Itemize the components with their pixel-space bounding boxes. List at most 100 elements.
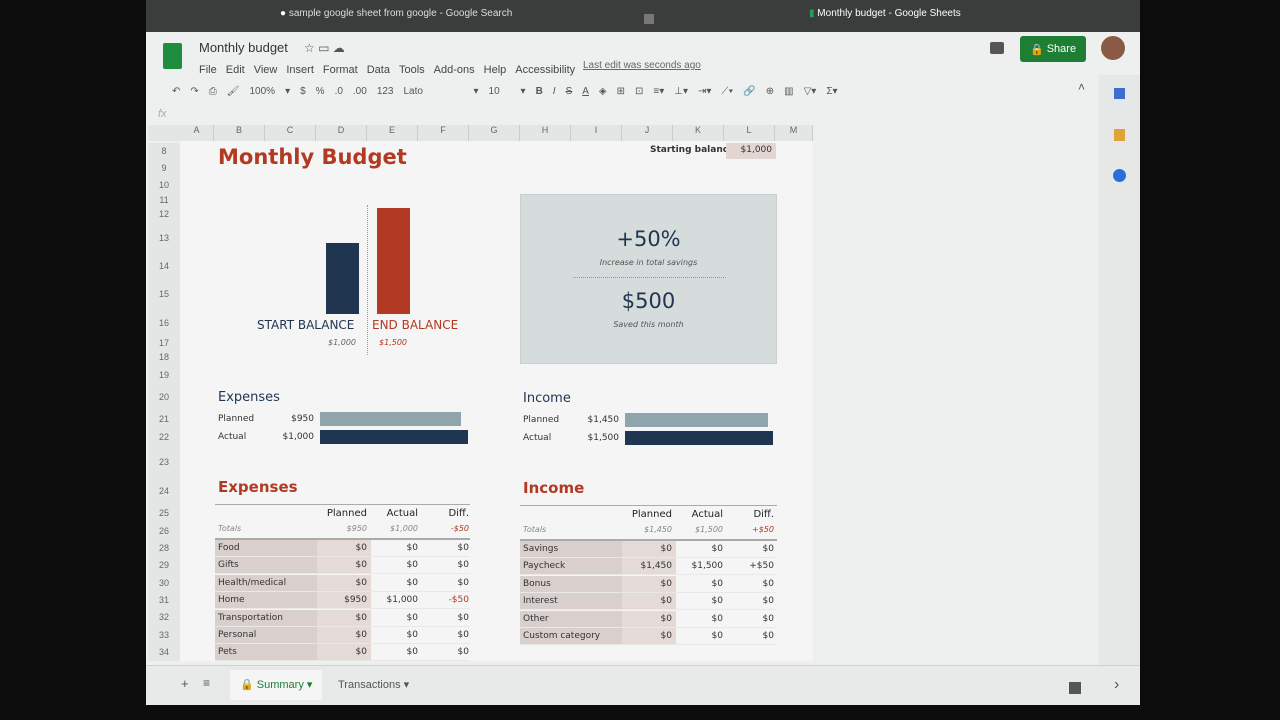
comments-icon[interactable] xyxy=(990,42,1004,54)
menu-data[interactable]: Data xyxy=(366,64,390,76)
fill-color-icon[interactable]: ◈ xyxy=(598,86,607,97)
table-cell[interactable]: $0 xyxy=(660,544,672,554)
table-cell[interactable]: $0 xyxy=(457,612,469,623)
table-cell[interactable]: $0 xyxy=(457,647,469,658)
table-cell[interactable]: +$50 xyxy=(749,561,774,572)
tab-summary[interactable]: 🔒 Summary ▾ xyxy=(230,670,322,700)
menu-add-ons[interactable]: Add-ons xyxy=(433,64,475,76)
tasks-icon[interactable] xyxy=(1113,169,1126,182)
column-header-K[interactable]: K xyxy=(673,125,724,141)
table-cell[interactable]: $0 xyxy=(711,544,723,554)
functions-icon[interactable]: Σ▾ xyxy=(826,86,838,97)
row-header-15[interactable]: 15 xyxy=(148,279,180,310)
table-cell[interactable]: $0 xyxy=(711,613,723,624)
add-sheet-icon[interactable]: + xyxy=(181,676,189,691)
table-cell[interactable]: -$50 xyxy=(448,595,469,606)
row-header-32[interactable]: 32 xyxy=(148,609,180,626)
starting-balance-value[interactable]: $1,000 xyxy=(726,143,776,159)
table-cell[interactable]: Other xyxy=(523,613,549,624)
menu-insert[interactable]: Insert xyxy=(286,64,314,76)
table-cell[interactable]: Paycheck xyxy=(523,561,566,572)
filter-icon[interactable]: ▽▾ xyxy=(803,86,817,97)
column-header-M[interactable]: M xyxy=(775,125,813,141)
collapse-icon[interactable]: ˄ xyxy=(1078,80,1086,94)
row-header-18[interactable]: 18 xyxy=(148,350,180,365)
table-cell[interactable]: $0 xyxy=(457,630,469,640)
table-cell[interactable]: $1,000 xyxy=(386,595,419,606)
column-header-B[interactable]: B xyxy=(214,125,265,141)
table-cell[interactable]: Gifts xyxy=(218,560,239,571)
menu-tools[interactable]: Tools xyxy=(398,64,425,76)
text-color-button[interactable]: A xyxy=(582,86,589,97)
percent-button[interactable]: % xyxy=(315,86,325,97)
row-header-20[interactable]: 20 xyxy=(148,385,180,410)
close-tab-icon[interactable] xyxy=(644,14,654,24)
table-cell[interactable]: $0 xyxy=(457,577,469,588)
row-header-25[interactable]: 25 xyxy=(148,505,180,522)
row-header-8[interactable]: 8 xyxy=(148,143,180,160)
table-cell[interactable]: Savings xyxy=(523,544,559,554)
table-cell[interactable]: $0 xyxy=(762,613,774,624)
table-cell[interactable]: Transportation xyxy=(218,612,283,623)
row-header-30[interactable]: 30 xyxy=(148,574,180,592)
table-cell[interactable]: $0 xyxy=(660,596,672,607)
star-icon[interactable]: ☆ ▭ ☁ xyxy=(304,41,345,55)
table-cell[interactable]: $0 xyxy=(660,578,672,589)
table-cell[interactable]: $0 xyxy=(406,577,418,588)
table-cell[interactable]: $0 xyxy=(355,612,367,623)
table-cell[interactable]: $0 xyxy=(762,544,774,554)
row-header-26[interactable]: 26 xyxy=(148,522,180,540)
row-header-23[interactable]: 23 xyxy=(148,446,180,478)
table-cell[interactable]: $0 xyxy=(406,612,418,623)
comment-icon[interactable]: ⊕ xyxy=(765,86,775,97)
row-header-31[interactable]: 31 xyxy=(148,592,180,609)
column-header-G[interactable]: G xyxy=(469,125,520,141)
menu-help[interactable]: Help xyxy=(483,64,507,76)
column-header-L[interactable]: L xyxy=(724,125,775,141)
table-cell[interactable]: Personal xyxy=(218,630,257,640)
row-header-12[interactable]: 12 xyxy=(148,207,180,222)
strikethrough-button[interactable]: S xyxy=(565,86,573,97)
row-header-14[interactable]: 14 xyxy=(148,254,180,279)
decrease-decimal-button[interactable]: .0 xyxy=(334,86,343,97)
column-header-H[interactable]: H xyxy=(520,125,571,141)
share-button[interactable]: 🔒 Share xyxy=(1020,36,1086,62)
row-header-10[interactable]: 10 xyxy=(148,177,180,193)
table-cell[interactable]: $0 xyxy=(762,596,774,607)
table-cell[interactable]: $0 xyxy=(457,543,469,553)
table-cell[interactable]: $1,450 xyxy=(640,561,673,572)
all-sheets-icon[interactable]: ≡ xyxy=(203,676,211,690)
calendar-icon[interactable] xyxy=(1114,88,1125,99)
table-cell[interactable]: $0 xyxy=(660,613,672,624)
table-cell[interactable]: $950 xyxy=(344,595,367,606)
column-header-A[interactable]: A xyxy=(180,125,214,141)
column-header-E[interactable]: E xyxy=(367,125,418,141)
currency-button[interactable]: $ xyxy=(300,86,306,97)
column-header-J[interactable]: J xyxy=(622,125,673,141)
font-select[interactable]: Lato xyxy=(403,86,423,97)
row-header-16[interactable]: 16 xyxy=(148,310,180,336)
menu-edit[interactable]: Edit xyxy=(225,64,245,76)
font-size-select[interactable]: 10 xyxy=(488,86,500,97)
table-cell[interactable]: $0 xyxy=(355,543,367,553)
row-header-33[interactable]: 33 xyxy=(148,626,180,644)
row-header-21[interactable]: 21 xyxy=(148,410,180,428)
column-header-D[interactable]: D xyxy=(316,125,367,141)
row-header-29[interactable]: 29 xyxy=(148,557,180,574)
side-panel-toggle-icon[interactable]: › xyxy=(1114,676,1120,693)
browser-tab-search[interactable]: ● sample google sheet from google - Goog… xyxy=(280,8,513,19)
row-header-17[interactable]: 17 xyxy=(148,336,180,350)
table-cell[interactable]: Food xyxy=(218,543,240,553)
merge-icon[interactable]: ⊡ xyxy=(635,86,644,97)
redo-icon[interactable]: ↷ xyxy=(190,86,199,97)
undo-icon[interactable]: ↶ xyxy=(172,86,181,97)
table-cell[interactable]: Pets xyxy=(218,647,237,658)
browser-tab-sheets[interactable]: ▮ Monthly budget - Google Sheets xyxy=(809,8,961,19)
column-header-F[interactable]: F xyxy=(418,125,469,141)
menu-view[interactable]: View xyxy=(253,64,278,76)
menu-file[interactable]: File xyxy=(199,64,217,76)
row-header-24[interactable]: 24 xyxy=(148,478,180,505)
link-icon[interactable]: 🔗 xyxy=(743,86,756,97)
table-cell[interactable]: Health/medical xyxy=(218,577,287,588)
table-cell[interactable]: $0 xyxy=(457,560,469,571)
